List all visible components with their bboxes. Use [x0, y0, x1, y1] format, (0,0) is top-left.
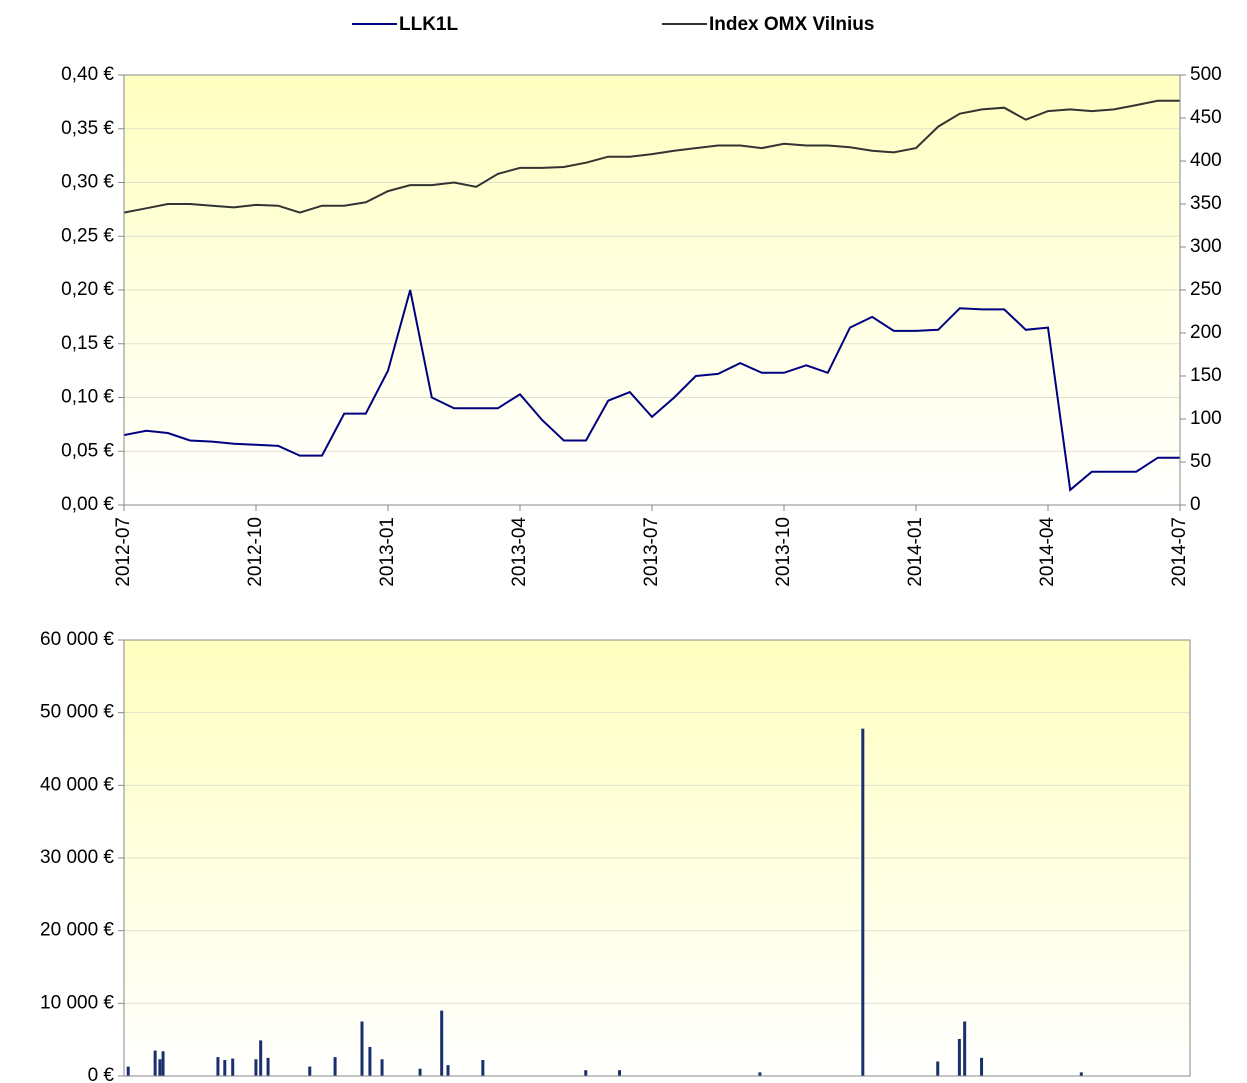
y-tick-label: 40 000 € [40, 774, 114, 795]
y-tick-label: 0,00 € [61, 494, 114, 515]
y-tick-label: 0,05 € [61, 440, 114, 461]
x-tick-label: 2013-10 [773, 517, 794, 587]
bar [153, 1050, 157, 1076]
bar [126, 1066, 130, 1076]
bar [861, 728, 865, 1076]
bar [481, 1060, 485, 1076]
bar [158, 1059, 162, 1076]
y2-tick-label: 250 [1190, 279, 1222, 300]
x-tick-label: 2012-07 [113, 517, 134, 587]
x-tick-label: 2013-01 [377, 517, 398, 587]
bar [223, 1060, 227, 1076]
y2-tick-label: 300 [1190, 236, 1222, 257]
y2-tick-label: 500 [1190, 64, 1222, 85]
x-tick-label: 2012-10 [245, 517, 266, 587]
y-tick-label: 0,15 € [61, 333, 114, 354]
bar [980, 1057, 984, 1076]
bar [446, 1065, 450, 1076]
y-tick-label: 0,10 € [61, 387, 114, 408]
x-tick-label: 2013-07 [641, 517, 662, 587]
y-tick-label: 0,25 € [61, 225, 114, 246]
y-tick-label: 50 000 € [40, 702, 114, 723]
y2-tick-label: 100 [1190, 408, 1222, 429]
bar [936, 1061, 940, 1076]
y2-tick-label: 150 [1190, 365, 1222, 386]
bar [360, 1021, 364, 1076]
legend-label: Index OMX Vilnius [709, 14, 874, 35]
bar [231, 1058, 235, 1076]
y2-tick-label: 350 [1190, 193, 1222, 214]
y-tick-label: 0,30 € [61, 172, 114, 193]
y2-tick-label: 50 [1190, 451, 1211, 472]
bar [963, 1021, 967, 1076]
series-line [123, 99, 1180, 214]
plot-border [123, 74, 1181, 506]
plot-border [123, 639, 1191, 1077]
y-tick-label: 30 000 € [40, 847, 114, 868]
bar [254, 1059, 258, 1076]
y-tick-label: 0,40 € [61, 64, 114, 85]
y-tick-label: 0,35 € [61, 118, 114, 139]
y-tick-label: 0,20 € [61, 279, 114, 300]
y2-tick-label: 0 [1190, 494, 1201, 515]
y-tick-label: 60 000 € [40, 629, 114, 650]
bar [266, 1057, 270, 1076]
y2-tick-label: 450 [1190, 107, 1222, 128]
bar [308, 1066, 312, 1076]
y-tick-label: 20 000 € [40, 920, 114, 941]
bar [758, 1072, 762, 1076]
bar [957, 1038, 961, 1076]
x-tick-label: 2014-07 [1169, 517, 1190, 587]
bar [618, 1070, 622, 1076]
bar [1079, 1072, 1083, 1076]
bar [368, 1046, 372, 1076]
bar [333, 1057, 337, 1076]
bar [259, 1040, 263, 1076]
bar [380, 1059, 384, 1076]
y2-tick-label: 200 [1190, 322, 1222, 343]
legend-label: LLK1L [399, 14, 459, 35]
bar [440, 1010, 444, 1076]
bar [584, 1070, 588, 1076]
series-line [123, 289, 1180, 492]
bar [216, 1057, 220, 1076]
y-tick-label: 10 000 € [40, 992, 114, 1013]
x-tick-label: 2013-04 [509, 517, 530, 587]
x-tick-label: 2014-01 [905, 517, 926, 587]
y2-tick-label: 400 [1190, 150, 1222, 171]
bar [161, 1051, 165, 1076]
bar [418, 1068, 422, 1076]
x-tick-label: 2014-04 [1037, 517, 1058, 587]
y-tick-label: 0 € [88, 1065, 115, 1083]
